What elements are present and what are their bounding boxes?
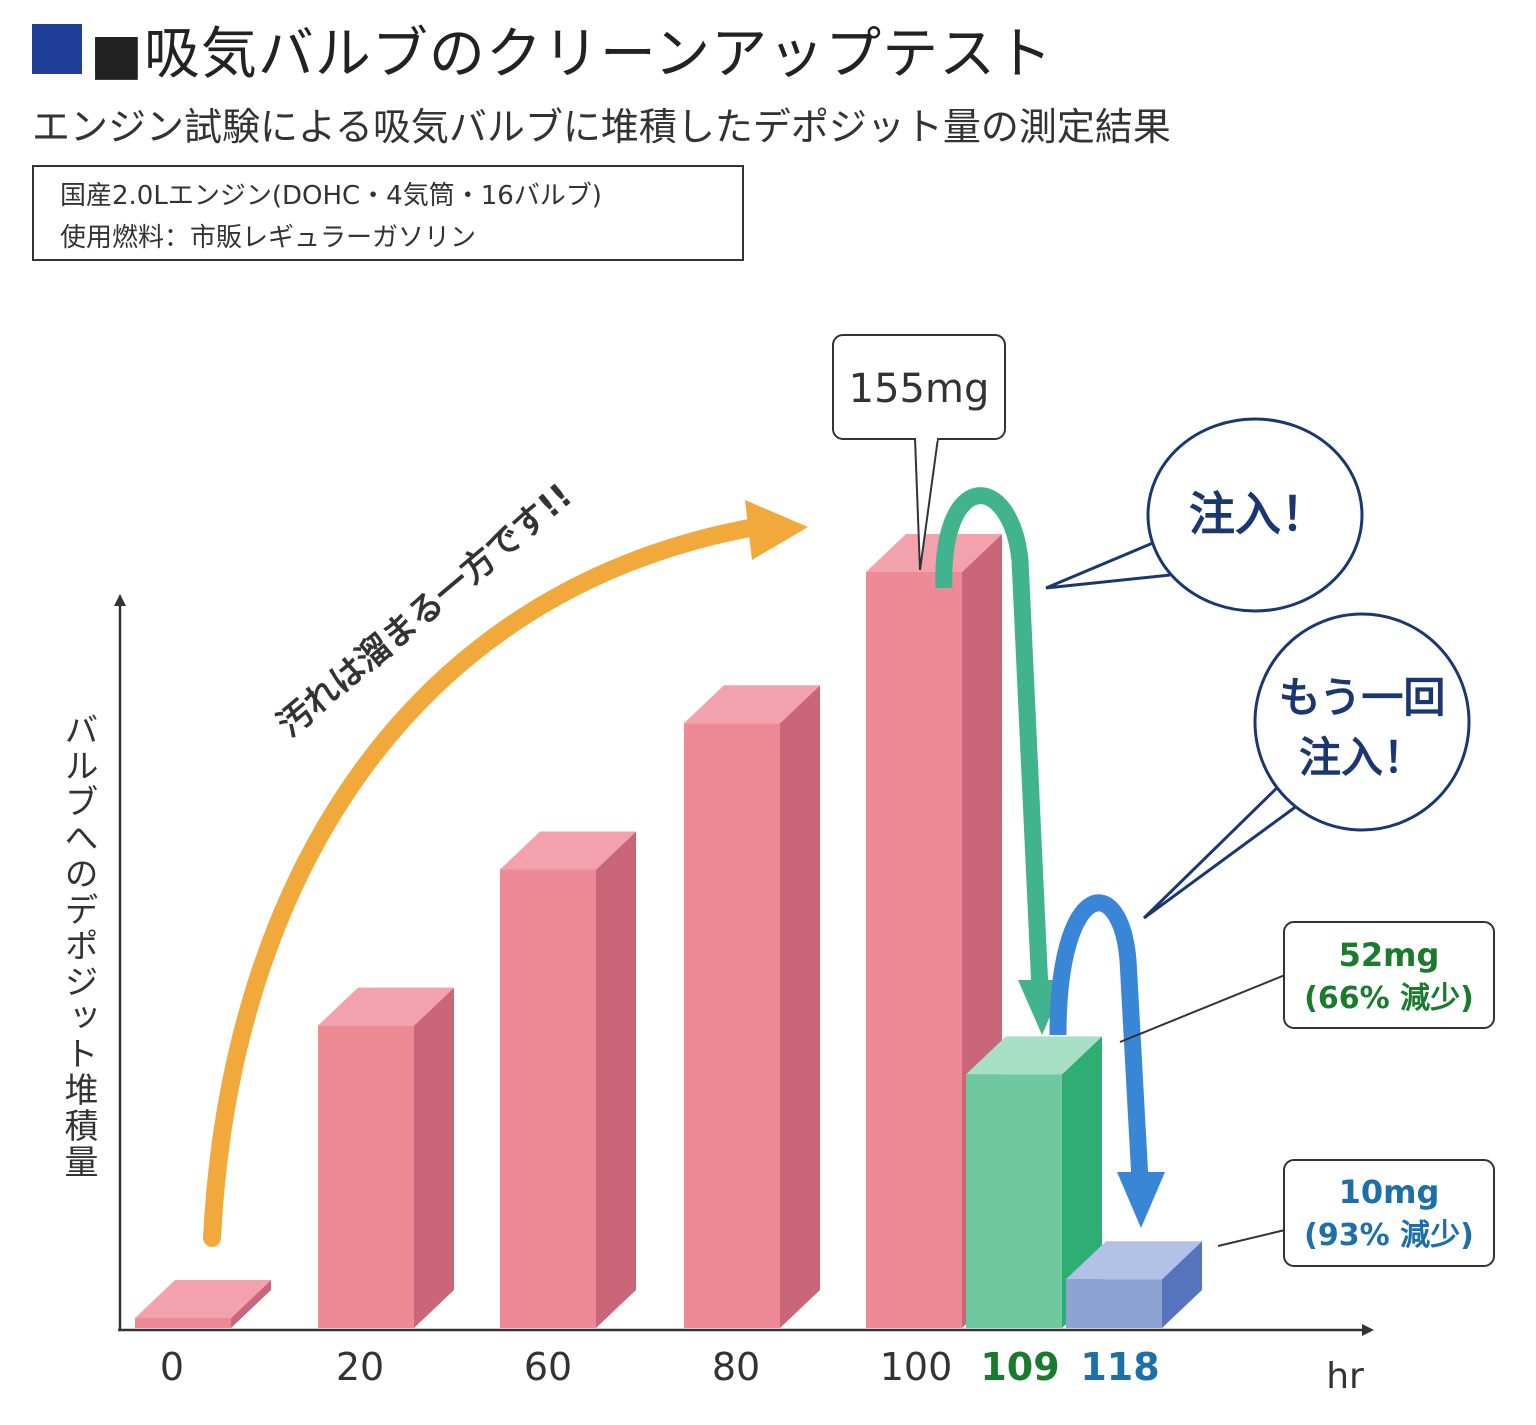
bar-top <box>1066 1241 1202 1280</box>
inject1-bubble-tail <box>1045 538 1171 590</box>
inject2-bubble-line2: 注入！ <box>1299 733 1425 782</box>
bar-front <box>500 869 596 1328</box>
bar-side <box>231 1280 271 1328</box>
bar-side <box>1162 1241 1202 1328</box>
bar-109 <box>966 1036 1102 1328</box>
inject2-bubble-line1: もう一回 <box>1279 673 1446 722</box>
page-subtitle: エンジン試験による吸気バルブに堆積したデポジット量の測定結果 <box>32 105 1171 149</box>
title-row: ■吸気バルブのクリーンアップテスト <box>32 14 1053 87</box>
bar-front <box>684 723 780 1328</box>
title-square-icon <box>32 24 82 74</box>
result2-callout-box <box>1283 1159 1495 1267</box>
result1-note: (66% 減少) <box>1304 981 1474 1016</box>
inject1-bubble-text: 注入！ <box>1189 487 1327 541</box>
x-tick-labels: 0 20 60 80 100 109 118 <box>160 1345 1160 1389</box>
inject2-bubble <box>1253 612 1471 832</box>
bar-front <box>318 1025 414 1328</box>
bar-80 <box>684 685 820 1328</box>
inject1-bubble <box>1146 417 1364 613</box>
bar-top <box>866 534 1002 572</box>
bar-front <box>966 1074 1062 1328</box>
inject2-arrowhead-icon <box>1117 1172 1165 1228</box>
x-tick-label: 0 <box>160 1345 184 1389</box>
result1-pointer <box>1119 974 1286 1043</box>
bar-top <box>135 1280 271 1318</box>
result2-value: 10mg <box>1339 1173 1440 1211</box>
trend-arrowhead-icon <box>745 500 808 560</box>
x-tick-label: 118 <box>1080 1345 1159 1389</box>
bar-20 <box>318 987 454 1328</box>
x-tick-label: 60 <box>524 1345 572 1389</box>
x-unit-label: hr <box>1326 1356 1364 1397</box>
result2-note: (93% 減少) <box>1304 1218 1474 1253</box>
bar-top <box>318 987 454 1026</box>
peak-callout-pointer <box>914 437 939 571</box>
result1-value: 52mg <box>1339 936 1440 974</box>
bar-top <box>684 685 820 724</box>
bar-top <box>500 831 636 870</box>
bar-0 <box>135 1280 271 1328</box>
result2-pointer <box>1217 1229 1286 1247</box>
test-conditions-box: 国産2.0Lエンジン(DOHC・4気筒・16バルブ) 使用燃料：市販レギュラーガ… <box>32 165 744 261</box>
bar-side <box>414 987 454 1328</box>
x-tick-label: 80 <box>712 1345 760 1389</box>
bar-side <box>780 685 820 1328</box>
bar-front <box>866 572 962 1328</box>
inject2-bubble-tail <box>1142 778 1306 920</box>
info-line-fuel: 使用燃料：市販レギュラーガソリン <box>60 223 477 253</box>
bar-front <box>135 1318 231 1328</box>
peak-callout-value: 155mg <box>849 366 990 412</box>
x-tick-label: 109 <box>980 1345 1059 1389</box>
bars-group <box>135 534 1202 1328</box>
x-tick-label: 20 <box>336 1345 384 1389</box>
bar-118 <box>1066 1241 1202 1328</box>
info-line-engine: 国産2.0Lエンジン(DOHC・4気筒・16バルブ) <box>60 181 602 211</box>
bar-60 <box>500 831 636 1328</box>
page-title: ■吸気バルブのクリーンアップテスト <box>90 21 1054 87</box>
y-axis-label: バルブへのデポジット堆積量 <box>58 712 98 1180</box>
x-tick-label: 100 <box>880 1345 953 1389</box>
bar-side <box>596 831 636 1328</box>
result1-callout-box <box>1283 921 1495 1029</box>
inject2-arrow <box>1049 894 1149 1181</box>
trend-arrow <box>203 518 764 1247</box>
bar-front <box>1066 1279 1162 1328</box>
bar-top <box>966 1036 1102 1075</box>
inject1-arrow <box>935 487 1049 991</box>
